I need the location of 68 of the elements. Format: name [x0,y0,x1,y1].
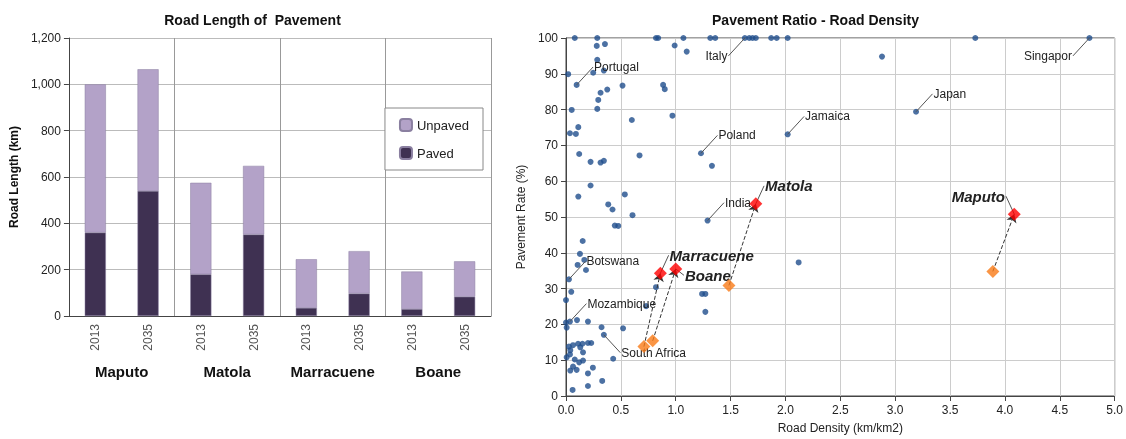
y-tick-label: 100 [537,31,559,45]
x-tick-label: 3.5 [941,403,959,417]
y-tick-label: 0 [551,389,559,403]
x-tick-label: 2013 [299,323,314,351]
annotation: Matola [765,177,813,195]
y-axis-title: Road Length (km) [7,126,21,228]
annotation: Jamaica [805,109,851,124]
y-tick-label: 70 [544,138,559,153]
x-tick-label: 2035 [352,323,367,351]
y-tick-label: 60 [544,174,559,189]
x-tick-label: 2013 [404,323,419,351]
annotation: Botswana [586,254,640,269]
point [669,262,683,276]
annotation: South Africa [621,345,687,360]
y-tick-label: 600 [40,170,62,184]
legend-label: Paved [416,145,454,161]
y-tick-label: 800 [40,123,62,138]
x-axis-title: Road Density (km/km2) [777,421,904,435]
x-tick-label: 2013 [193,323,208,351]
annotation: Italy [705,48,728,63]
y-tick-label: 30 [544,281,559,296]
x-tick-label: 2.0 [777,403,795,417]
chart-title: Road Length of Pavement [164,12,342,28]
y-tick-label: 1,200 [30,31,62,45]
annotation: Portugal [594,60,639,74]
annotation: Poland [718,128,756,143]
x-tick-label: 0.5 [612,403,630,417]
y-axis-title: Pavement Rate (%) [514,164,529,270]
x-tick-label: 2035 [457,323,472,351]
x-tick-label: 0.0 [557,403,575,417]
x-tick-label: 2.5 [831,403,849,417]
annotation: Boane [684,266,731,284]
chart-title: Pavement Ratio - Road Density [712,12,920,28]
annotation: India [725,195,752,210]
x-tick-label: 2035 [246,323,261,351]
y-tick-label: 90 [544,66,559,81]
text: Maputo [95,363,149,380]
y-tick-label: 400 [40,216,62,231]
y-tick-label: 1,000 [30,77,62,92]
point [1007,207,1021,221]
y-tick-label: 0 [54,309,62,323]
annotation: Mozambique [587,296,657,311]
x-tick-label: 2035 [141,323,156,351]
y-tick-label: 80 [544,102,559,117]
text: Boane [415,363,462,380]
point [646,334,660,348]
legend-label: Unpaved [416,117,470,133]
annotation: Maputo [951,187,1006,205]
y-tick-label: 20 [544,317,559,332]
point [986,264,1000,278]
annotation: Japan [933,86,967,101]
y-tick-label: 50 [544,210,559,224]
point [653,266,667,280]
annotation: Marracuene [669,246,754,264]
x-tick-label: 1.0 [667,403,685,417]
point [749,197,763,211]
text: Marracuene [290,363,375,380]
y-tick-label: 10 [544,353,559,368]
y-tick-label: 40 [544,245,559,260]
x-tick-label: 4.5 [1051,403,1069,417]
x-tick-label: 4.0 [996,403,1014,417]
x-tick-label: 3.0 [886,403,904,417]
text: Matola [203,363,252,380]
x-tick-label: 5.0 [1106,403,1124,417]
annotation: Singapor [1023,48,1072,63]
y-tick-label: 200 [40,262,62,277]
x-tick-label: 2013 [88,323,103,351]
x-tick-label: 1.5 [722,403,740,417]
